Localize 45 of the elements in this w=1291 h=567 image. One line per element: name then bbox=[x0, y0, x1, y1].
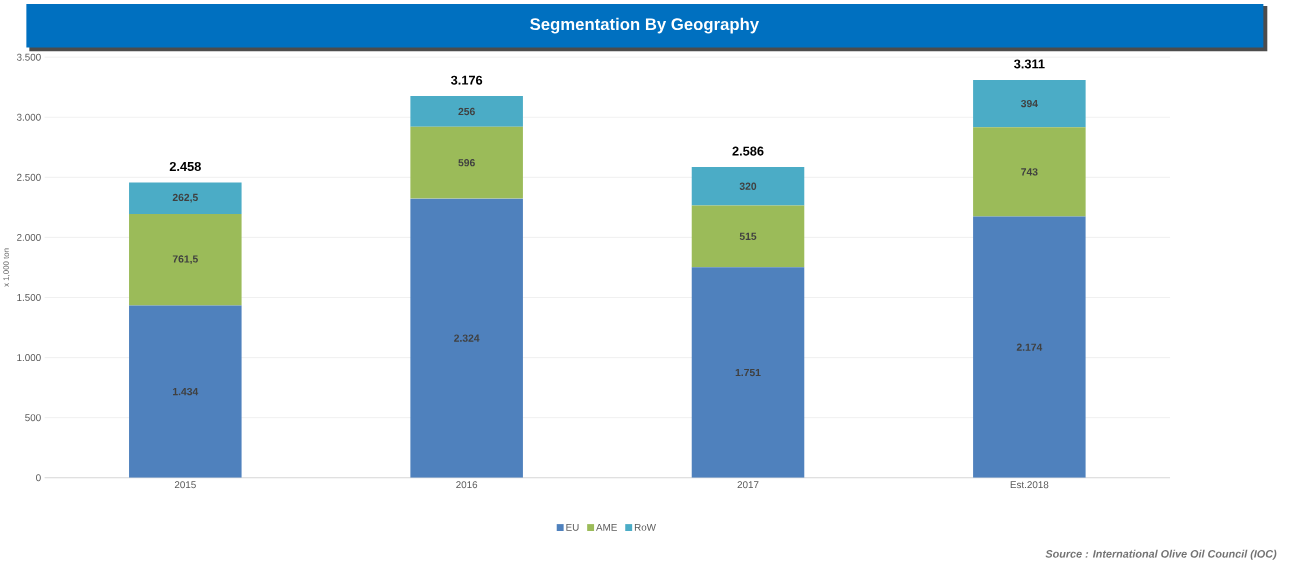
bar bbox=[410, 198, 523, 478]
y-tick-label: 2.500 bbox=[17, 174, 41, 181]
data-label: 1.434 bbox=[173, 388, 199, 396]
bar bbox=[129, 305, 242, 478]
bar bbox=[691, 267, 805, 478]
data-label: 596 bbox=[458, 159, 475, 167]
y-tick-label: 0 bbox=[36, 474, 41, 482]
bar bbox=[410, 127, 523, 199]
x-tick-label: 2016 bbox=[456, 481, 478, 489]
total-label: 3.311 bbox=[1014, 59, 1045, 69]
bar bbox=[691, 167, 805, 206]
total-label: 2.586 bbox=[732, 146, 764, 156]
data-label: 2.174 bbox=[1016, 343, 1043, 351]
total-label: 3.176 bbox=[450, 75, 483, 85]
bar bbox=[129, 214, 242, 306]
data-label: 1.751 bbox=[735, 369, 761, 377]
data-label: 761,5 bbox=[172, 255, 198, 265]
bar bbox=[973, 216, 1086, 478]
data-label: 320 bbox=[739, 182, 757, 191]
data-label: 2.324 bbox=[454, 334, 480, 342]
data-label: 515 bbox=[739, 232, 757, 241]
x-tick-label: 2015 bbox=[174, 481, 196, 489]
y-tick-label: 3.000 bbox=[16, 113, 41, 121]
legend-label: AME bbox=[596, 524, 617, 531]
chart-title: Segmentation By Geography bbox=[530, 18, 760, 34]
y-tick-label: 3.500 bbox=[16, 53, 41, 61]
bar bbox=[410, 96, 523, 128]
data-label: 262,5 bbox=[172, 193, 198, 203]
bar bbox=[973, 80, 1086, 128]
data-label: 743 bbox=[1021, 168, 1038, 176]
legend-label: RoW bbox=[634, 524, 656, 531]
data-label: 394 bbox=[1020, 100, 1038, 108]
legend-label: EU bbox=[566, 524, 579, 531]
bar bbox=[691, 205, 805, 268]
x-tick-label: 2017 bbox=[737, 481, 759, 489]
total-label: 2.458 bbox=[169, 162, 201, 172]
data-label: 256 bbox=[458, 108, 475, 116]
y-tick-label: 1.500 bbox=[17, 294, 41, 302]
source-note: Source : International Olive Oil Council (IOC) bbox=[1045, 549, 1277, 561]
y-tick-label: 2.000 bbox=[17, 234, 41, 242]
bar bbox=[129, 182, 242, 215]
bar bbox=[973, 127, 1086, 217]
y-tick-label: 1.000 bbox=[17, 354, 41, 362]
y-tick-label: 500 bbox=[25, 414, 41, 422]
x-tick-label: Est.2018 bbox=[1010, 481, 1049, 489]
